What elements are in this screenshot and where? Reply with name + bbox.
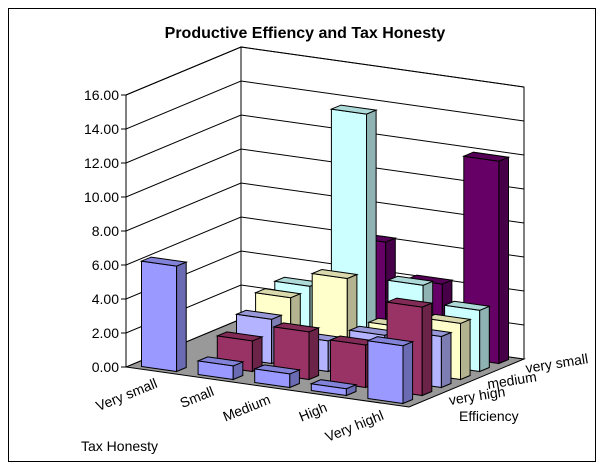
bar-front xyxy=(331,340,366,388)
bar-side xyxy=(461,319,471,379)
y-tick-label: 4.00 xyxy=(92,291,119,307)
y-tick-label: 8.00 xyxy=(92,223,119,239)
y-tick-label: 16.00 xyxy=(84,87,119,103)
y-tick-label: 0.00 xyxy=(92,359,119,375)
bar-side xyxy=(422,303,432,395)
bar-side xyxy=(441,333,451,388)
bar-side xyxy=(177,262,187,371)
depth-tick-label: very small xyxy=(524,350,589,376)
x-tick-label: High xyxy=(297,399,330,425)
bar-side xyxy=(480,306,490,371)
x-tick-label: Small xyxy=(178,383,216,411)
bar xyxy=(368,337,413,404)
bar-side xyxy=(367,110,377,355)
bar-side xyxy=(309,328,319,380)
bar-front xyxy=(368,341,403,404)
chart-canvas: Productive Effiency and Tax Honesty 0.00… xyxy=(9,9,597,463)
y-tick-label: 2.00 xyxy=(92,325,119,341)
depth-axis-title: Efficiency xyxy=(459,408,519,424)
x-axis-title: Tax Honesty xyxy=(81,438,158,454)
bar xyxy=(142,257,187,371)
bar-front xyxy=(142,261,177,371)
chart-title: Productive Effiency and Tax Honesty xyxy=(165,25,446,42)
x-tick-label: Medium xyxy=(220,391,272,424)
y-tick-label: 12.00 xyxy=(84,155,119,171)
y-tick-label: 6.00 xyxy=(92,257,119,273)
bar-side xyxy=(499,157,509,363)
y-axis-ticks: 0.00 2.00 4.00 6.00 8.00 10.00 12.00 14.00 16.00 xyxy=(84,87,126,375)
bar-side xyxy=(403,342,413,404)
y-tick-label: 10.00 xyxy=(84,189,119,205)
x-tick-label: Very small xyxy=(94,375,160,414)
y-tick-label: 14.00 xyxy=(84,121,119,137)
x-tick-label: Very highl xyxy=(323,407,386,445)
chart-frame: Productive Effiency and Tax Honesty 0.00… xyxy=(8,8,596,462)
